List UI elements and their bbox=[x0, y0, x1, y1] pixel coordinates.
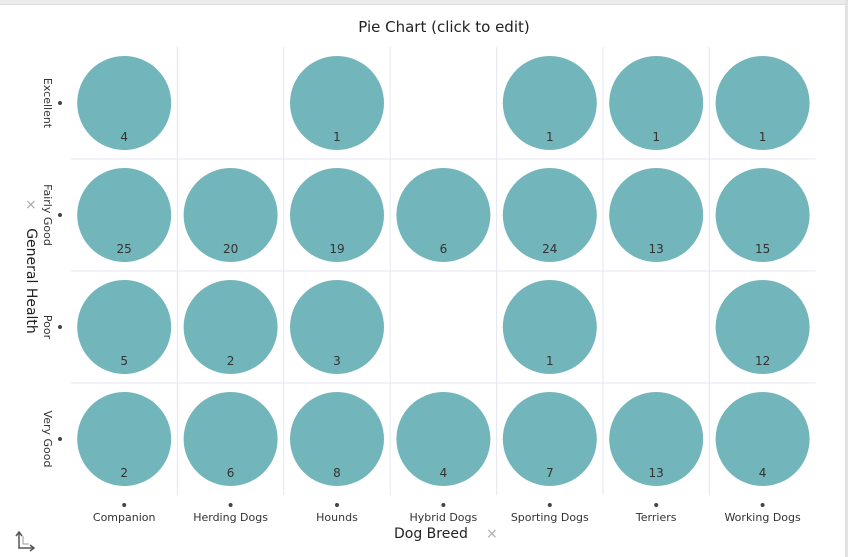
pie-slice bbox=[502, 280, 597, 374]
x-tick-dot bbox=[654, 503, 659, 507]
y-axis-remove-icon[interactable]: × bbox=[25, 197, 37, 213]
y-axis-title[interactable]: General Health bbox=[23, 228, 39, 334]
pie-slice bbox=[715, 56, 810, 150]
pie-value-label: 1 bbox=[546, 130, 554, 144]
pie-value-label: 25 bbox=[117, 242, 132, 256]
x-tick-label: Hybrid Dogs bbox=[410, 511, 478, 524]
pie-value-label: 1 bbox=[333, 130, 341, 144]
x-tick-dot bbox=[228, 503, 233, 507]
pie-slice bbox=[183, 168, 278, 262]
pie-value-label: 4 bbox=[440, 466, 448, 480]
pie-value-label: 12 bbox=[755, 354, 770, 368]
pie-value-label: 1 bbox=[546, 354, 554, 368]
pie-value-label: 3 bbox=[333, 354, 341, 368]
pie-slice bbox=[77, 392, 172, 486]
pie-slice bbox=[396, 392, 491, 486]
pie-value-label: 4 bbox=[120, 130, 128, 144]
x-tick-dot bbox=[760, 503, 765, 507]
pie-slice bbox=[609, 168, 704, 262]
swap-axes-icon[interactable] bbox=[14, 530, 36, 552]
y-tick-dot bbox=[58, 437, 62, 441]
pie-value-label: 2 bbox=[227, 354, 235, 368]
pie-value-label: 15 bbox=[755, 242, 770, 256]
pie-value-label: 6 bbox=[227, 466, 235, 480]
x-axis-title[interactable]: Dog Breed bbox=[394, 526, 468, 542]
x-tick-label: Terriers bbox=[635, 511, 677, 524]
x-tick-label: Working Dogs bbox=[724, 511, 801, 524]
chart-title[interactable]: Pie Chart (click to edit) bbox=[358, 18, 530, 36]
y-tick-label: Fairly Good bbox=[41, 184, 54, 246]
pie-slice bbox=[715, 168, 810, 262]
pie-value-label: 13 bbox=[649, 242, 664, 256]
pie-value-label: 1 bbox=[759, 130, 767, 144]
pie-slice bbox=[290, 392, 384, 486]
pie-slice bbox=[715, 392, 810, 486]
pie-value-label: 1 bbox=[652, 130, 660, 144]
right-panel-edge bbox=[845, 0, 848, 557]
x-tick-dot bbox=[335, 503, 339, 507]
x-tick-dot bbox=[122, 503, 127, 507]
x-tick-dot bbox=[547, 503, 552, 507]
pie-value-label: 13 bbox=[649, 466, 664, 480]
pie-slice bbox=[715, 280, 810, 374]
pie-value-label: 24 bbox=[542, 242, 557, 256]
x-tick-label: Herding Dogs bbox=[193, 511, 268, 524]
y-tick-dot bbox=[58, 101, 62, 105]
pie-slice bbox=[396, 168, 491, 262]
pie-slice bbox=[77, 56, 172, 150]
pie-slice bbox=[290, 56, 384, 150]
x-axis-remove-icon[interactable]: × bbox=[486, 526, 498, 542]
pie-slice bbox=[183, 280, 278, 374]
pie-slice bbox=[77, 168, 172, 262]
pie-value-label: 19 bbox=[329, 242, 344, 256]
pie-slice bbox=[77, 280, 172, 374]
pie-value-label: 7 bbox=[546, 466, 554, 480]
pie-value-label: 20 bbox=[223, 242, 238, 256]
y-tick-label: Very Good bbox=[41, 411, 54, 468]
pie-value-label: 5 bbox=[120, 354, 128, 368]
pie-slice bbox=[502, 168, 597, 262]
y-tick-dot bbox=[58, 213, 62, 217]
x-tick-label: Hounds bbox=[316, 511, 358, 524]
pie-slice bbox=[609, 392, 704, 486]
pie-slice bbox=[290, 168, 384, 262]
pie-value-label: 2 bbox=[120, 466, 128, 480]
y-tick-label: Excellent bbox=[41, 78, 54, 129]
y-tick-label: Poor bbox=[41, 315, 54, 340]
x-tick-label: Sporting Dogs bbox=[511, 511, 589, 524]
pie-value-label: 6 bbox=[440, 242, 448, 256]
pie-value-label: 8 bbox=[333, 466, 341, 480]
pie-slice bbox=[609, 56, 704, 150]
y-tick-dot bbox=[58, 325, 62, 329]
pie-slice bbox=[290, 280, 384, 374]
pie-value-label: 4 bbox=[759, 466, 767, 480]
pie-slice bbox=[502, 392, 597, 486]
top-toolbar-strip bbox=[0, 0, 848, 5]
pie-slice bbox=[183, 392, 278, 486]
pie-slice bbox=[502, 56, 597, 150]
x-tick-dot bbox=[441, 503, 446, 507]
x-tick-label: Companion bbox=[93, 511, 156, 524]
